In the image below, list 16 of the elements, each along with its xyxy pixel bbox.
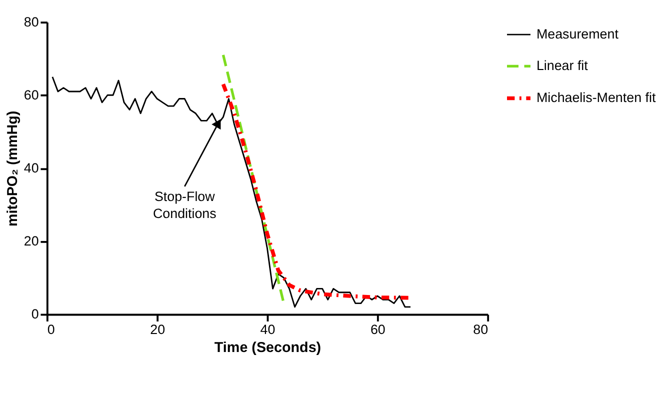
x-tick-label: 0: [47, 322, 55, 337]
x-tick-label: 20: [150, 322, 166, 337]
y-axis-title: mitoPO₂ (mmHg): [5, 110, 22, 226]
x-tick-label: 40: [260, 322, 276, 337]
legend-label: Measurement: [536, 26, 619, 42]
y-tick-label: 40: [24, 160, 39, 176]
y-tick-label: 80: [24, 14, 39, 30]
x-axis-title: Time (Seconds): [214, 340, 322, 356]
annotation: Stop-Flow Conditions: [152, 188, 217, 222]
y-tick-label: 20: [24, 234, 39, 249]
y-tick-label: 0: [31, 306, 39, 322]
y-tick-label: 60: [24, 87, 39, 102]
legend-label: Linear fit: [536, 58, 588, 73]
legend-label: Michaelis-Menten fit: [536, 90, 656, 106]
x-tick-label: 80: [473, 322, 488, 337]
x-tick-label: 60: [370, 322, 386, 337]
